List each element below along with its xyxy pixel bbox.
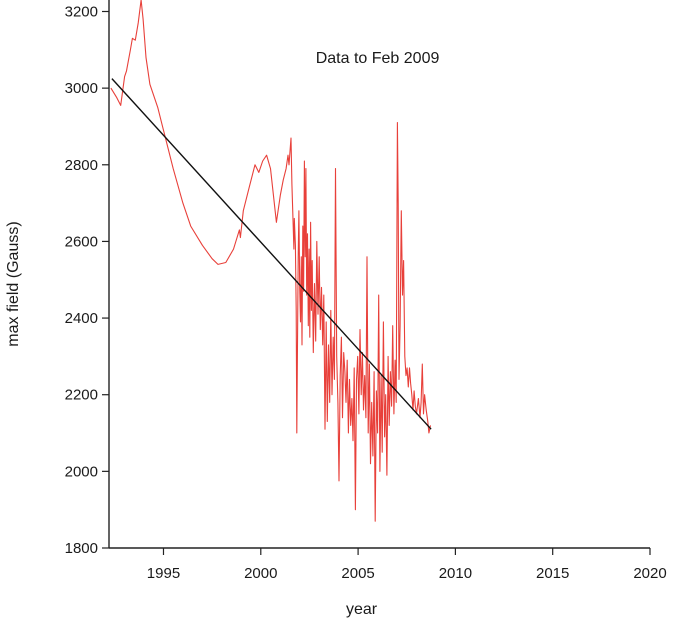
x-tick-label: 2015 <box>536 565 569 582</box>
trend-line <box>111 78 432 430</box>
y-tick-label: 1800 <box>65 540 98 557</box>
y-tick-label: 2800 <box>65 157 98 174</box>
y-tick-label: 2600 <box>65 233 98 250</box>
x-tick-label: 2000 <box>244 565 277 582</box>
y-tick-label: 2000 <box>65 463 98 480</box>
y-axis-title: max field (Gauss) <box>5 221 22 346</box>
y-tick-label: 2400 <box>65 310 98 327</box>
x-axis-title: year <box>346 601 378 618</box>
x-tick-label: 1995 <box>147 565 180 582</box>
x-ticks: 1995 2000 2005 2010 2015 2020 <box>147 548 667 582</box>
y-tick-label: 3000 <box>65 80 98 97</box>
axes: 1995 2000 2005 2010 2015 2020 1800 2000 2200 240… <box>65 0 667 582</box>
y-ticks: 1800 2000 2200 2400 2600 2800 3000 3200 <box>65 3 109 557</box>
y-tick-label: 2200 <box>65 387 98 404</box>
x-tick-label: 2010 <box>439 565 472 582</box>
x-tick-label: 2005 <box>341 565 374 582</box>
y-tick-label: 3200 <box>65 3 98 20</box>
x-tick-label: 2020 <box>633 565 666 582</box>
plot-series <box>110 0 432 522</box>
data-series-line <box>110 0 432 522</box>
annotation-text: Data to Feb 2009 <box>316 50 440 67</box>
